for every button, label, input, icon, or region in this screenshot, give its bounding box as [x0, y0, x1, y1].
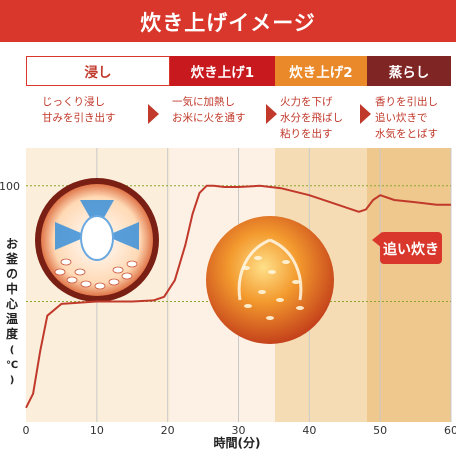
y-label-char: 中 — [6, 281, 18, 296]
desc-line: 追い炊きで — [375, 112, 428, 124]
x-tick-label: 10 — [90, 424, 104, 437]
chevron-right-icon — [266, 104, 277, 124]
desc-line: 粘りを出す — [280, 128, 333, 140]
phase-desc-3: 火力を下げ 水分を飛ばし 粘りを出す — [280, 90, 370, 144]
phase-label-1: 浸し — [26, 56, 170, 86]
phase-desc-4: 香りを引出し 追い炊きで 水気をとばす — [375, 90, 455, 144]
y-label-char: 心 — [6, 297, 18, 311]
y-label-char: ) — [10, 375, 15, 386]
desc-line: 火力を下げ — [280, 96, 333, 108]
phase-label-4: 蒸らし — [367, 56, 451, 86]
y-label-char: ( — [10, 345, 15, 356]
phase-desc-2: 一気に加熱し お米に火を通す — [172, 90, 272, 144]
x-tick-label: 60 — [444, 424, 456, 437]
callout-label: 追い炊き — [383, 241, 439, 258]
reheat-callout: 追い炊き — [372, 232, 442, 264]
temperature-series-line — [25, 184, 451, 409]
chart-ticks: 0 10 20 30 40 50 60 100 — [0, 180, 456, 437]
zone-steam-bg — [367, 148, 451, 422]
y-label-char: ℃ — [6, 360, 18, 371]
y-label-char: 度 — [6, 326, 19, 341]
desc-line: じっくり浸し — [42, 96, 105, 108]
series-line-group — [25, 184, 451, 409]
phase-label-2: 炊き上げ1 — [170, 56, 275, 86]
x-axis-label: 時間(分) — [214, 435, 261, 450]
desc-line: 水分を飛ばし — [280, 112, 343, 124]
x-tick-label: 30 — [232, 424, 246, 437]
title-banner: 炊き上げイメージ — [0, 0, 456, 42]
phase-label-text: 浸し — [84, 65, 112, 81]
chevron-right-icon — [148, 104, 159, 124]
desc-line: 香りを引出し — [375, 96, 438, 108]
desc-line: 一気に加熱し — [172, 96, 235, 108]
y-label-char: お — [6, 237, 18, 251]
phase-label-text: 炊き上げ1 — [190, 65, 255, 81]
phase-label-3: 炊き上げ2 — [275, 56, 367, 86]
desc-line: お米に火を通す — [172, 112, 246, 124]
boil-ball-illustration — [206, 216, 334, 344]
phase-label-text: 蒸らし — [388, 65, 430, 81]
phase-desc-1: じっくり浸し 甘みを引き出す — [42, 90, 152, 144]
x-tick-label: 0 — [23, 424, 30, 437]
desc-line: 水気をとばす — [375, 128, 438, 140]
y-label-char: 温 — [6, 312, 18, 326]
y-label-char: の — [6, 267, 18, 281]
chevron-right-icon — [360, 104, 371, 124]
x-tick-label: 50 — [373, 424, 387, 437]
phase-label-text: 炊き上げ2 — [289, 65, 353, 81]
y-tick-label: 100 — [0, 180, 20, 193]
y-label-char: 釜 — [5, 251, 19, 266]
soak-pot-illustration — [35, 178, 159, 302]
page-title: 炊き上げイメージ — [140, 11, 316, 35]
x-tick-label: 20 — [161, 424, 175, 437]
desc-line: 甘みを引き出す — [42, 112, 116, 124]
x-tick-label: 40 — [302, 424, 316, 437]
